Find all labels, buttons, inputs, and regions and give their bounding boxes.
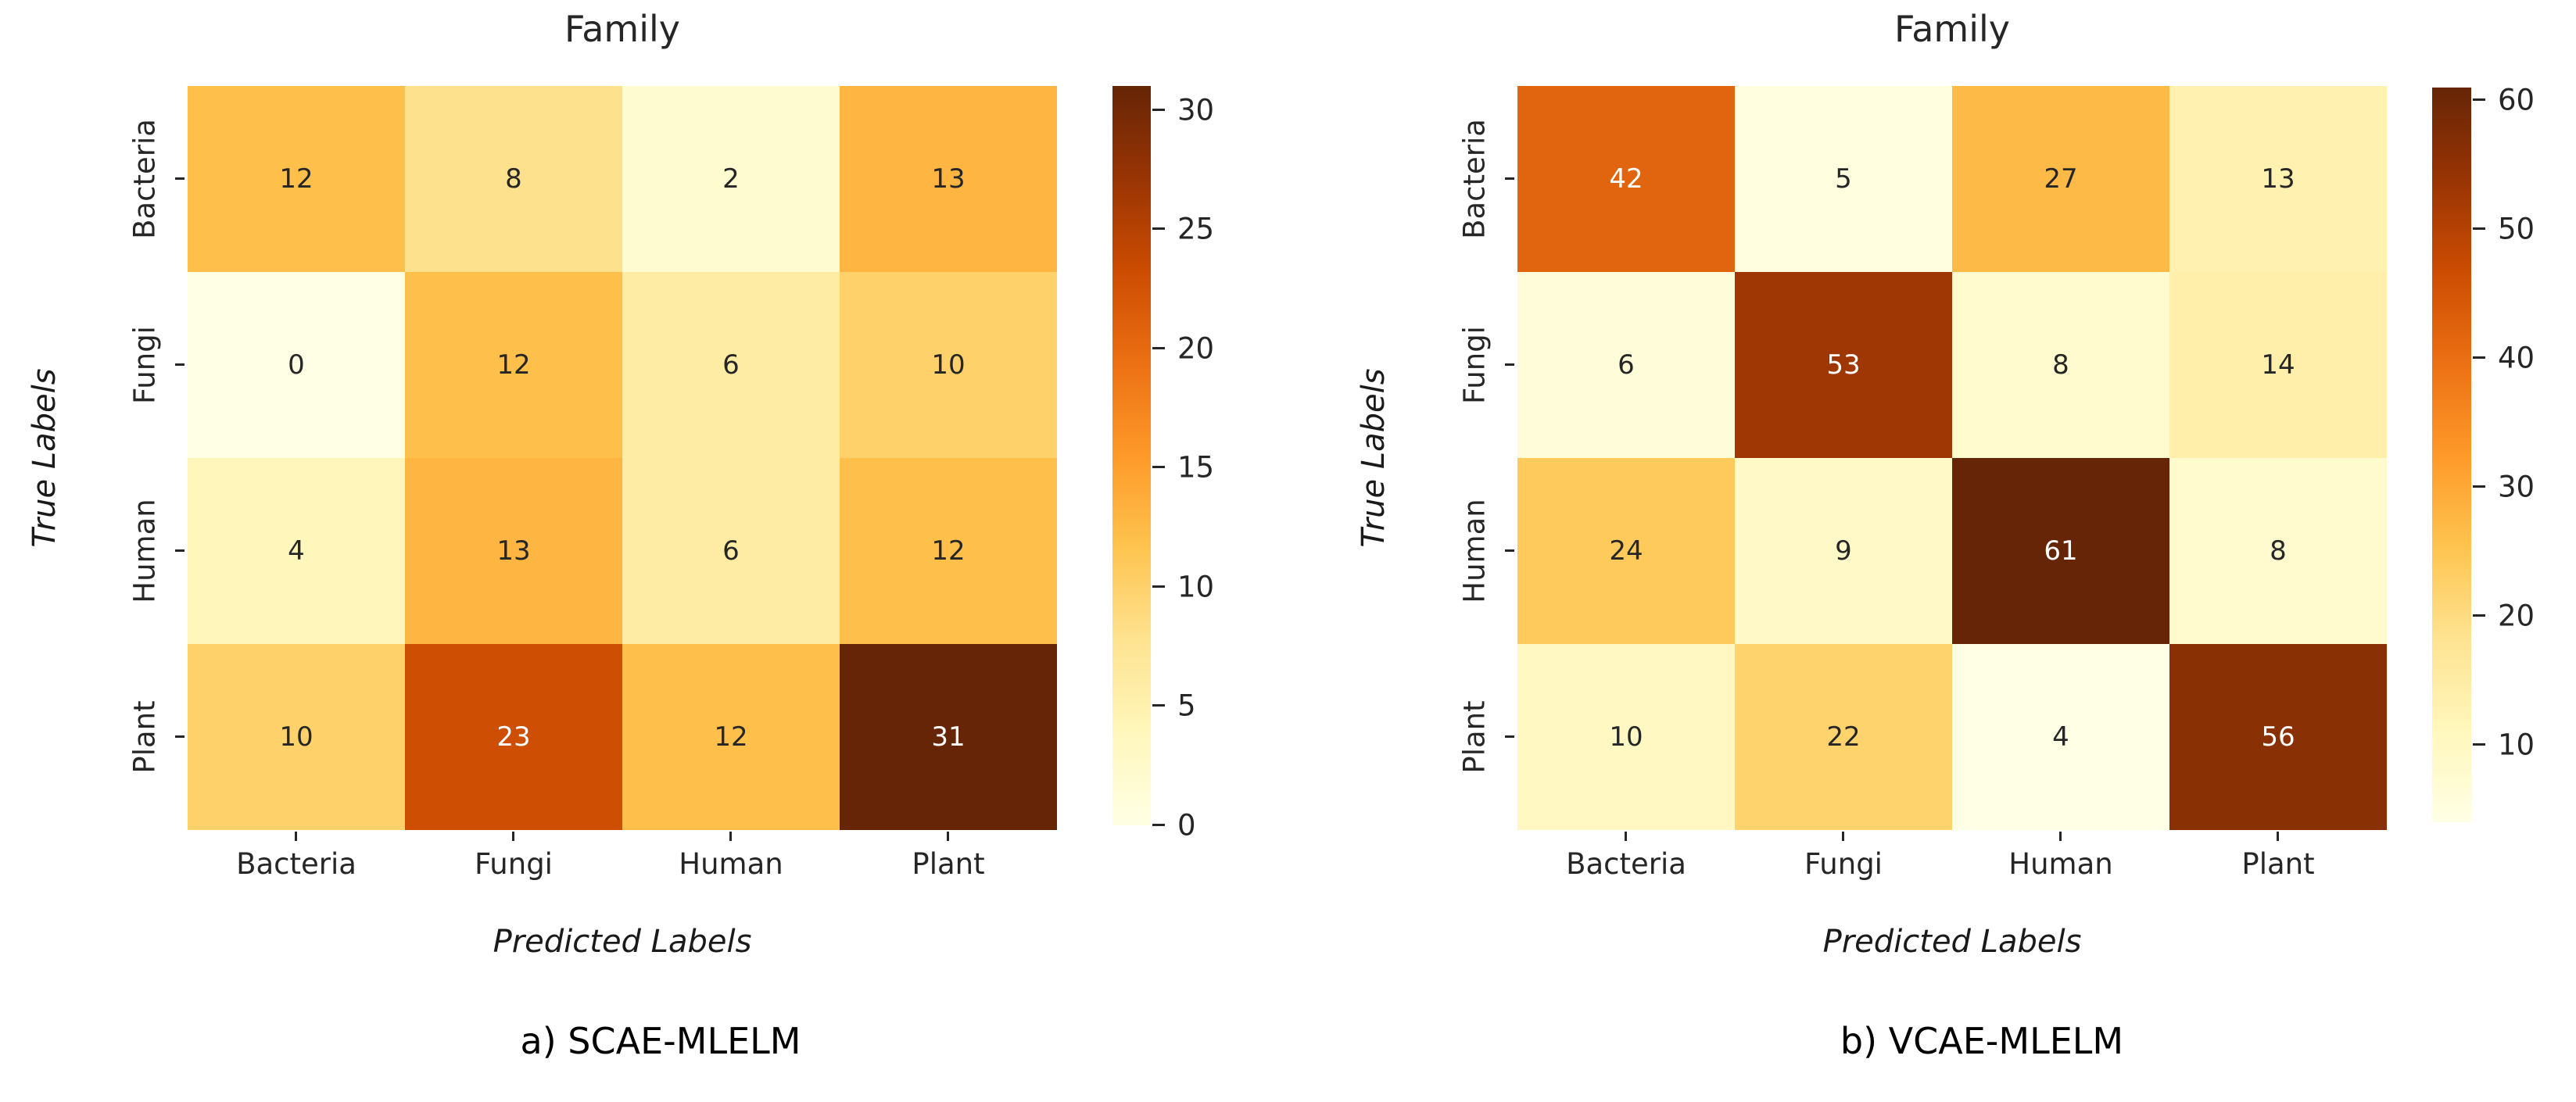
heatmap-cell: 13	[405, 458, 622, 644]
panel-b-caption: b) VCAE-MLELM	[1840, 1020, 2124, 1062]
colorbar-tick-mark	[2473, 485, 2485, 488]
y-tick-label: Plant	[1457, 700, 1492, 774]
heatmap-cell: 31	[840, 644, 1057, 830]
x-tick-mark	[2059, 832, 2062, 841]
heatmap-cell: 10	[1517, 644, 1735, 830]
heatmap-cell: 12	[622, 644, 840, 830]
heatmap-cell: 13	[2169, 86, 2387, 272]
y-tick-label: Bacteria	[1457, 119, 1492, 239]
colorbar-tick-label: 20	[1177, 331, 1215, 366]
colorbar-tick-mark	[2473, 743, 2485, 746]
colorbar-tick-label: 15	[1177, 450, 1215, 485]
heatmap-cell: 10	[188, 644, 405, 830]
heatmap-cell: 2	[622, 86, 840, 272]
heatmap-cell: 23	[405, 644, 622, 830]
colorbar-tick-mark	[1152, 466, 1165, 469]
x-tick-mark	[1625, 832, 1627, 841]
heatmap-cell: 24	[1517, 458, 1735, 644]
heatmap-cell: 8	[405, 86, 622, 272]
panel-a-caption: a) SCAE-MLELM	[520, 1020, 801, 1062]
colorbar-tick-mark	[2473, 614, 2485, 617]
colorbar	[2432, 88, 2471, 822]
heatmap-cell: 6	[1517, 272, 1735, 458]
x-tick-mark	[729, 832, 732, 841]
x-tick-mark	[947, 832, 949, 841]
x-tick-mark	[295, 832, 297, 841]
heatmap-cell: 4	[188, 458, 405, 644]
heatmap-cell: 4	[1952, 644, 2169, 830]
y-tick-mark	[175, 549, 185, 552]
x-tick-mark	[1842, 832, 1844, 841]
x-tick-label: Human	[679, 847, 783, 881]
panel-a-x-axis-label: Predicted Labels	[493, 924, 752, 960]
panel-b-x-axis-label: Predicted Labels	[1822, 924, 2082, 960]
colorbar-tick-label: 60	[2498, 83, 2535, 117]
x-tick-label: Plant	[2241, 847, 2315, 881]
x-tick-label: Fungi	[475, 847, 553, 881]
y-tick-mark	[1505, 549, 1514, 552]
x-tick-mark	[2277, 832, 2279, 841]
colorbar-tick-label: 25	[1177, 212, 1215, 246]
heatmap-cell: 27	[1952, 86, 2169, 272]
y-tick-label: Fungi	[1457, 326, 1492, 404]
heatmap-cell: 61	[1952, 458, 2169, 644]
colorbar-tick-mark	[2473, 356, 2485, 360]
heatmap-cell: 14	[2169, 272, 2387, 458]
heatmap-cell: 53	[1735, 272, 1952, 458]
heatmap-cell: 8	[2169, 458, 2387, 644]
colorbar-tick-mark	[1152, 346, 1165, 349]
colorbar-tick-mark	[2473, 227, 2485, 231]
heatmap-cell: 5	[1735, 86, 1952, 272]
y-tick-mark	[1505, 177, 1514, 180]
y-tick-mark	[1505, 735, 1514, 738]
panel-b-y-axis-label: True Labels	[1356, 368, 1392, 548]
colorbar-tick-mark	[2473, 98, 2485, 102]
y-tick-label: Human	[1457, 499, 1492, 603]
y-tick-mark	[1505, 363, 1514, 366]
heatmap-cell: 56	[2169, 644, 2387, 830]
x-tick-mark	[512, 832, 514, 841]
y-tick-mark	[175, 363, 185, 366]
heatmap-cell: 13	[840, 86, 1057, 272]
heatmap-cell: 12	[188, 86, 405, 272]
panel-a-title: Family	[564, 8, 681, 50]
heatmap-cell: 0	[188, 272, 405, 458]
colorbar-tick-label: 0	[1177, 808, 1196, 843]
colorbar-tick-label: 40	[2498, 341, 2535, 375]
x-tick-label: Plant	[912, 847, 985, 881]
colorbar-tick-label: 10	[1177, 570, 1215, 604]
colorbar-tick-label: 20	[2498, 599, 2535, 633]
colorbar-tick-label: 30	[2498, 470, 2535, 504]
heatmap-cell: 12	[840, 458, 1057, 644]
x-tick-label: Bacteria	[1566, 847, 1686, 881]
heatmap-cell: 12	[405, 272, 622, 458]
heatmap-cell: 10	[840, 272, 1057, 458]
colorbar-tick-mark	[1152, 824, 1165, 826]
colorbar-tick-label: 30	[1177, 93, 1215, 127]
colorbar-tick-label: 50	[2498, 212, 2535, 246]
y-tick-mark	[175, 735, 185, 738]
colorbar-tick-label: 5	[1177, 689, 1196, 723]
colorbar-tick-mark	[1152, 227, 1165, 231]
panel-b-title: Family	[1893, 8, 2011, 50]
heatmap-cell: 22	[1735, 644, 1952, 830]
heatmap-cell: 6	[622, 272, 840, 458]
x-tick-label: Bacteria	[236, 847, 356, 881]
colorbar-tick-mark	[1152, 108, 1165, 111]
x-tick-label: Fungi	[1804, 847, 1883, 881]
heatmap-cell: 9	[1735, 458, 1952, 644]
colorbar-tick-label: 10	[2498, 728, 2535, 762]
heatmap-cell: 42	[1517, 86, 1735, 272]
colorbar	[1112, 86, 1151, 825]
heatmap-cell: 8	[1952, 272, 2169, 458]
heatmap-cell: 6	[622, 458, 840, 644]
y-tick-mark	[175, 177, 185, 180]
x-tick-label: Human	[2008, 847, 2113, 881]
colorbar-tick-mark	[1152, 585, 1165, 588]
colorbar-tick-mark	[1152, 704, 1165, 707]
